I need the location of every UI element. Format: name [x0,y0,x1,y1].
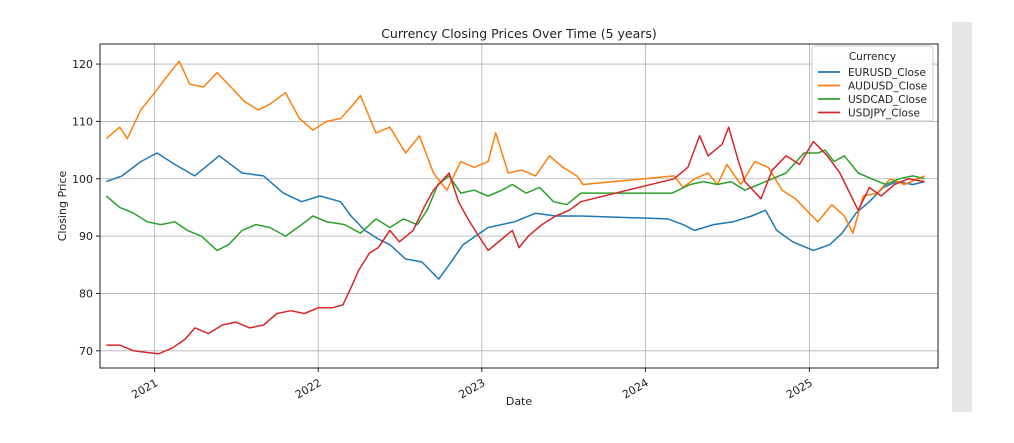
legend-item-label: USDJPY_Close [848,108,920,120]
series-lines [105,60,925,355]
legend-box [811,45,934,122]
chart-title: Currency Closing Prices Over Time (5 yea… [381,26,657,41]
legend-item-label: USDCAD_Close [848,94,927,106]
legend-item-label: AUDUSD_Close [848,81,927,93]
legend-title: Currency [849,51,896,63]
y-tick-label: 90 [79,230,93,243]
y-axis-ticks: 70 80 90 100 110 120 [72,58,100,358]
y-tick-label: 120 [72,58,93,71]
plot-frame [99,43,939,369]
series-line-usdcad-close [105,149,925,252]
legend: Currency EURUSD_Close AUDUSD_CloseUSDCAD_… [811,45,934,122]
series-line-audusd-close [105,60,925,234]
x-axis-title: Date [506,395,533,408]
y-tick-label: 80 [79,287,93,300]
series-line-eurusd-close [106,152,925,280]
y-tick-label: 100 [72,173,93,186]
y-tick-label: 110 [72,115,93,128]
y-axis-title: Closing Price [56,171,69,242]
legend-item-label: EURUSD_Close [848,67,926,79]
y-tick-label: 70 [79,345,93,358]
scrollbar[interactable] [952,22,972,412]
grid [100,44,938,368]
series-line-usdjpy-close [106,126,925,355]
